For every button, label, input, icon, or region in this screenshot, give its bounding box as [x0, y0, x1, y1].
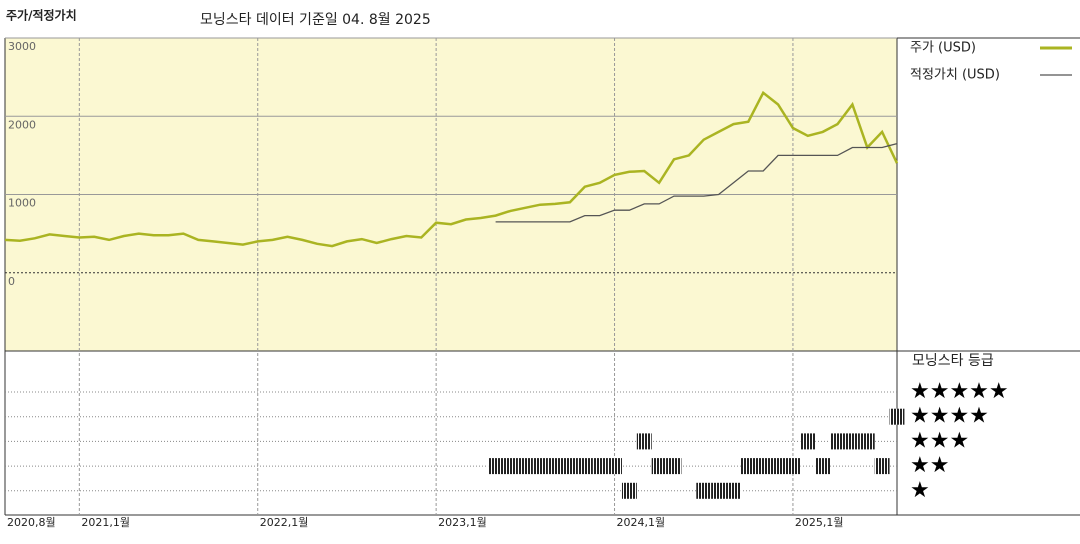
- x-tick-label: 2024,1월: [617, 516, 666, 529]
- rating-bar: [800, 433, 816, 450]
- rating-bar: [844, 433, 860, 450]
- y-tick-label: 1000: [8, 197, 36, 210]
- rating-bar: [666, 458, 682, 475]
- rating-bar: [755, 458, 771, 475]
- rating-bar: [503, 458, 518, 475]
- y-tick-label: 3000: [8, 40, 36, 53]
- legend-label: 적정가치 (USD): [910, 68, 1000, 83]
- rating-bar: [815, 458, 831, 475]
- rating-title: 모닝스타 등급: [912, 353, 994, 369]
- rating-bar: [830, 433, 845, 450]
- rating-bar: [740, 458, 756, 475]
- rating-bar: [577, 458, 593, 475]
- rating-bar: [532, 458, 548, 475]
- rating-bar: [874, 458, 890, 475]
- rating-bar: [636, 433, 652, 450]
- rating-bar: [726, 482, 741, 499]
- rating-bar: [562, 458, 578, 475]
- legend-label: 주가 (USD): [910, 41, 976, 56]
- rating-bar: [785, 458, 801, 475]
- rating-bar: [488, 458, 504, 475]
- rating-label: ★★★★: [910, 404, 989, 429]
- x-tick-label: 2023,1월: [438, 516, 487, 529]
- rating-bar: [711, 482, 727, 499]
- rating-bar: [621, 482, 637, 499]
- rating-label: ★: [910, 478, 930, 503]
- rating-bar: [547, 458, 563, 475]
- rating-bar: [770, 458, 786, 475]
- rating-bar: [859, 433, 875, 450]
- chart-subtitle: 모닝스타 데이터 기준일 04. 8월 2025: [200, 12, 431, 28]
- x-tick-label: 2020,8월: [7, 516, 56, 529]
- rating-label: ★★★: [910, 428, 969, 453]
- rating-label: ★★★★★: [910, 379, 1009, 404]
- rating-bar: [517, 458, 533, 475]
- x-tick-label: 2022,1월: [260, 516, 309, 529]
- rating-bar: [651, 458, 667, 475]
- rating-bar: [696, 482, 712, 499]
- rating-label: ★★: [910, 453, 949, 478]
- chart-title: 주가/적정가치: [6, 8, 77, 23]
- rating-bar: [592, 458, 608, 475]
- y-tick-label: 2000: [8, 118, 36, 131]
- series-line: [495, 142, 898, 223]
- rating-bar: [607, 458, 622, 475]
- y-tick-label: 0: [8, 275, 15, 288]
- rating-bar: [889, 408, 905, 425]
- series-line: [4, 90, 899, 248]
- x-tick-label: 2021,1월: [81, 516, 130, 529]
- x-tick-label: 2025,1월: [795, 516, 844, 529]
